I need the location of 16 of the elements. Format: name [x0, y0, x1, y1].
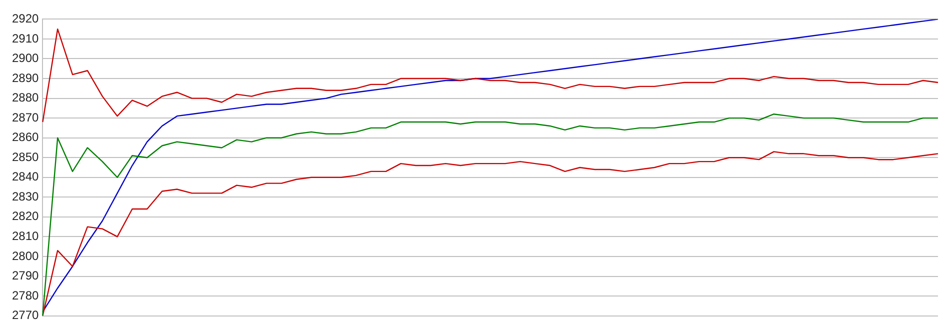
y-tick-label: 2810 — [12, 229, 40, 244]
y-tick-label: 2830 — [12, 189, 40, 204]
y-tick-label: 2840 — [12, 170, 40, 184]
y-tick-label: 2910 — [12, 31, 40, 46]
y-tick-label: 2770 — [12, 308, 40, 322]
y-tick-label: 2780 — [12, 288, 40, 302]
y-tick-label: 2900 — [12, 51, 40, 66]
y-tick-label: 2800 — [12, 248, 40, 263]
y-tick-label: 2790 — [12, 268, 40, 283]
y-tick-label: 2850 — [12, 150, 40, 164]
y-tick-label: 2820 — [12, 209, 40, 224]
y-tick-label: 2920 — [12, 12, 40, 26]
y-tick-label: 2870 — [12, 110, 40, 124]
y-tick-label: 2880 — [12, 90, 40, 105]
y-tick-label: 2860 — [12, 130, 40, 144]
y-tick-label: 2890 — [12, 70, 40, 85]
